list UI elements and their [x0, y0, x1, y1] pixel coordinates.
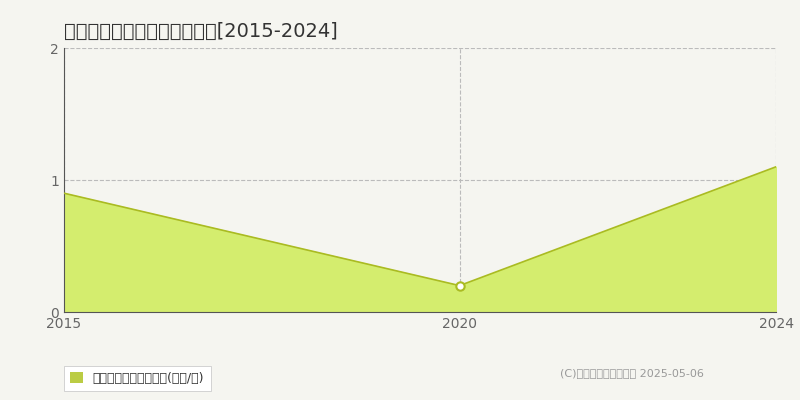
Legend: 土地価格　平均坪単価(万円/坪): 土地価格 平均坪単価(万円/坪)	[64, 366, 210, 391]
Text: 新発田市米倉　土地価格推移[2015-2024]: 新発田市米倉 土地価格推移[2015-2024]	[64, 22, 338, 41]
Text: (C)土地価格ドットコム 2025-05-06: (C)土地価格ドットコム 2025-05-06	[560, 368, 704, 378]
